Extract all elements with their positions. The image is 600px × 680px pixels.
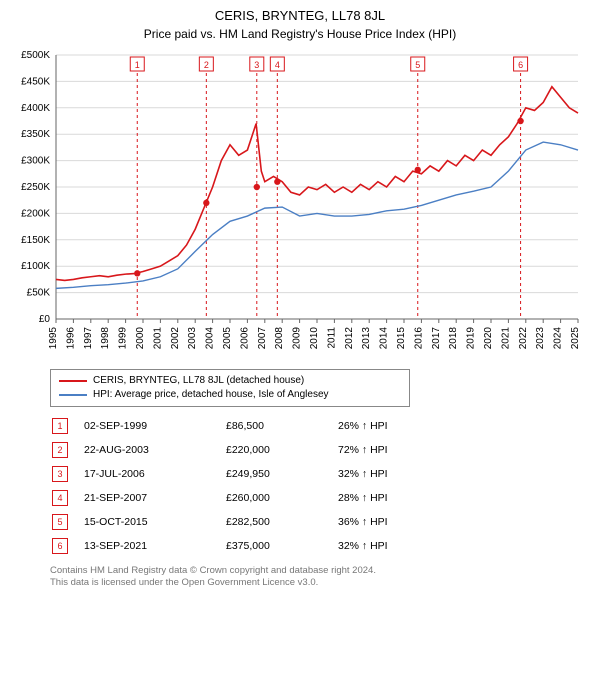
tx-delta: 32% ↑ HPI [338, 463, 448, 485]
table-row: 1 02-SEP-1999£86,50026% ↑ HPI [52, 415, 448, 437]
legend-label: CERIS, BRYNTEG, LL78 8JL (detached house… [93, 374, 304, 388]
tx-date: 02-SEP-1999 [84, 415, 224, 437]
tx-number-badge: 3 [52, 466, 68, 482]
legend-row: CERIS, BRYNTEG, LL78 8JL (detached house… [59, 374, 401, 388]
y-tick-label: £100K [21, 261, 50, 272]
tx-number-badge: 2 [52, 442, 68, 458]
footnote: Contains HM Land Registry data © Crown c… [50, 565, 590, 590]
transaction-marker-num: 5 [415, 60, 420, 70]
x-tick-label: 2024 [553, 327, 564, 350]
x-tick-label: 1996 [65, 327, 76, 350]
price-chart: £0 £50K £100K £150K £200K £250K £300K £350K £400… [10, 49, 590, 359]
x-tick-label: 2020 [483, 327, 494, 350]
tx-number-badge: 5 [52, 514, 68, 530]
transaction-marker-num: 2 [204, 60, 209, 70]
y-tick-label: £50K [27, 288, 51, 299]
tx-date: 17-JUL-2006 [84, 463, 224, 485]
footnote-line: Contains HM Land Registry data © Crown c… [50, 565, 590, 577]
footnote-line: This data is licensed under the Open Gov… [50, 577, 590, 589]
tx-number-badge: 1 [52, 418, 68, 434]
x-tick-label: 2008 [274, 327, 285, 350]
x-tick-label: 2011 [326, 327, 337, 349]
x-tick-label: 1997 [83, 327, 94, 350]
tx-number-badge: 4 [52, 490, 68, 506]
x-tick-label: 1995 [48, 327, 59, 350]
legend-label: HPI: Average price, detached house, Isle… [93, 388, 329, 402]
page-root: CERIS, BRYNTEG, LL78 8JL Price paid vs. … [0, 0, 600, 680]
series-subject [56, 87, 578, 281]
x-tick-label: 2012 [344, 327, 355, 350]
tx-date: 13-SEP-2021 [84, 535, 224, 557]
y-tick-label: £400K [21, 103, 50, 114]
tx-delta: 26% ↑ HPI [338, 415, 448, 437]
x-tick-label: 2015 [396, 327, 407, 350]
transaction-marker-num: 3 [254, 60, 259, 70]
x-tick-label: 2023 [535, 327, 546, 350]
x-tick-label: 2019 [466, 327, 477, 350]
x-tick-label: 1999 [118, 327, 129, 350]
transaction-dot [254, 184, 260, 190]
x-tick-label: 1998 [100, 327, 111, 350]
y-tick-label: £500K [21, 50, 50, 61]
x-tick-label: 2010 [309, 327, 320, 350]
x-tick-label: 2004 [205, 327, 216, 350]
tx-price: £220,000 [226, 439, 336, 461]
chart-subtitle: Price paid vs. HM Land Registry's House … [10, 27, 590, 41]
x-tick-label: 2025 [570, 327, 581, 350]
y-tick-label: £300K [21, 156, 50, 167]
tx-delta: 72% ↑ HPI [338, 439, 448, 461]
x-tick-label: 2005 [222, 327, 233, 350]
y-tick-label: £0 [39, 314, 51, 325]
legend-row: HPI: Average price, detached house, Isle… [59, 388, 401, 402]
chart-title: CERIS, BRYNTEG, LL78 8JL [10, 8, 590, 23]
table-row: 3 17-JUL-2006£249,95032% ↑ HPI [52, 463, 448, 485]
x-tick-label: 2022 [518, 327, 529, 350]
x-tick-label: 2001 [152, 327, 163, 350]
tx-price: £282,500 [226, 511, 336, 533]
transactions-table: 1 02-SEP-1999£86,50026% ↑ HPI 2 22-AUG-2003… [50, 413, 450, 559]
x-tick-label: 2009 [292, 327, 303, 350]
y-tick-label: £250K [21, 182, 50, 193]
table-row: 2 22-AUG-2003£220,00072% ↑ HPI [52, 439, 448, 461]
tx-date: 15-OCT-2015 [84, 511, 224, 533]
tx-delta: 36% ↑ HPI [338, 511, 448, 533]
tx-delta: 28% ↑ HPI [338, 487, 448, 509]
tx-price: £375,000 [226, 535, 336, 557]
legend-swatch [59, 394, 87, 396]
tx-number-badge: 6 [52, 538, 68, 554]
tx-delta: 32% ↑ HPI [338, 535, 448, 557]
table-row: 5 15-OCT-2015£282,50036% ↑ HPI [52, 511, 448, 533]
tx-date: 21-SEP-2007 [84, 487, 224, 509]
table-row: 4 21-SEP-2007£260,00028% ↑ HPI [52, 487, 448, 509]
x-tick-label: 2017 [431, 327, 442, 350]
y-tick-label: £200K [21, 208, 50, 219]
transaction-marker-num: 4 [275, 60, 280, 70]
x-tick-label: 2000 [135, 327, 146, 350]
y-tick-label: £150K [21, 235, 50, 246]
x-tick-label: 2007 [257, 327, 268, 350]
table-row: 6 13-SEP-2021£375,00032% ↑ HPI [52, 535, 448, 557]
tx-price: £260,000 [226, 487, 336, 509]
y-tick-label: £450K [21, 76, 50, 87]
x-tick-label: 2003 [187, 327, 198, 350]
x-tick-label: 2014 [379, 327, 390, 350]
x-tick-label: 2016 [413, 327, 424, 350]
transaction-marker-num: 6 [518, 60, 523, 70]
x-tick-label: 2018 [448, 327, 459, 350]
tx-date: 22-AUG-2003 [84, 439, 224, 461]
tx-price: £86,500 [226, 415, 336, 437]
chart-container: £0 £50K £100K £150K £200K £250K £300K £350K £400… [10, 49, 590, 359]
transaction-marker-num: 1 [135, 60, 140, 70]
x-tick-label: 2021 [500, 327, 511, 350]
x-tick-label: 2006 [239, 327, 250, 350]
x-tick-label: 2013 [361, 327, 372, 350]
legend: CERIS, BRYNTEG, LL78 8JL (detached house… [50, 369, 410, 407]
x-tick-label: 2002 [170, 327, 181, 350]
legend-swatch [59, 380, 87, 382]
tx-price: £249,950 [226, 463, 336, 485]
y-tick-label: £350K [21, 129, 50, 140]
